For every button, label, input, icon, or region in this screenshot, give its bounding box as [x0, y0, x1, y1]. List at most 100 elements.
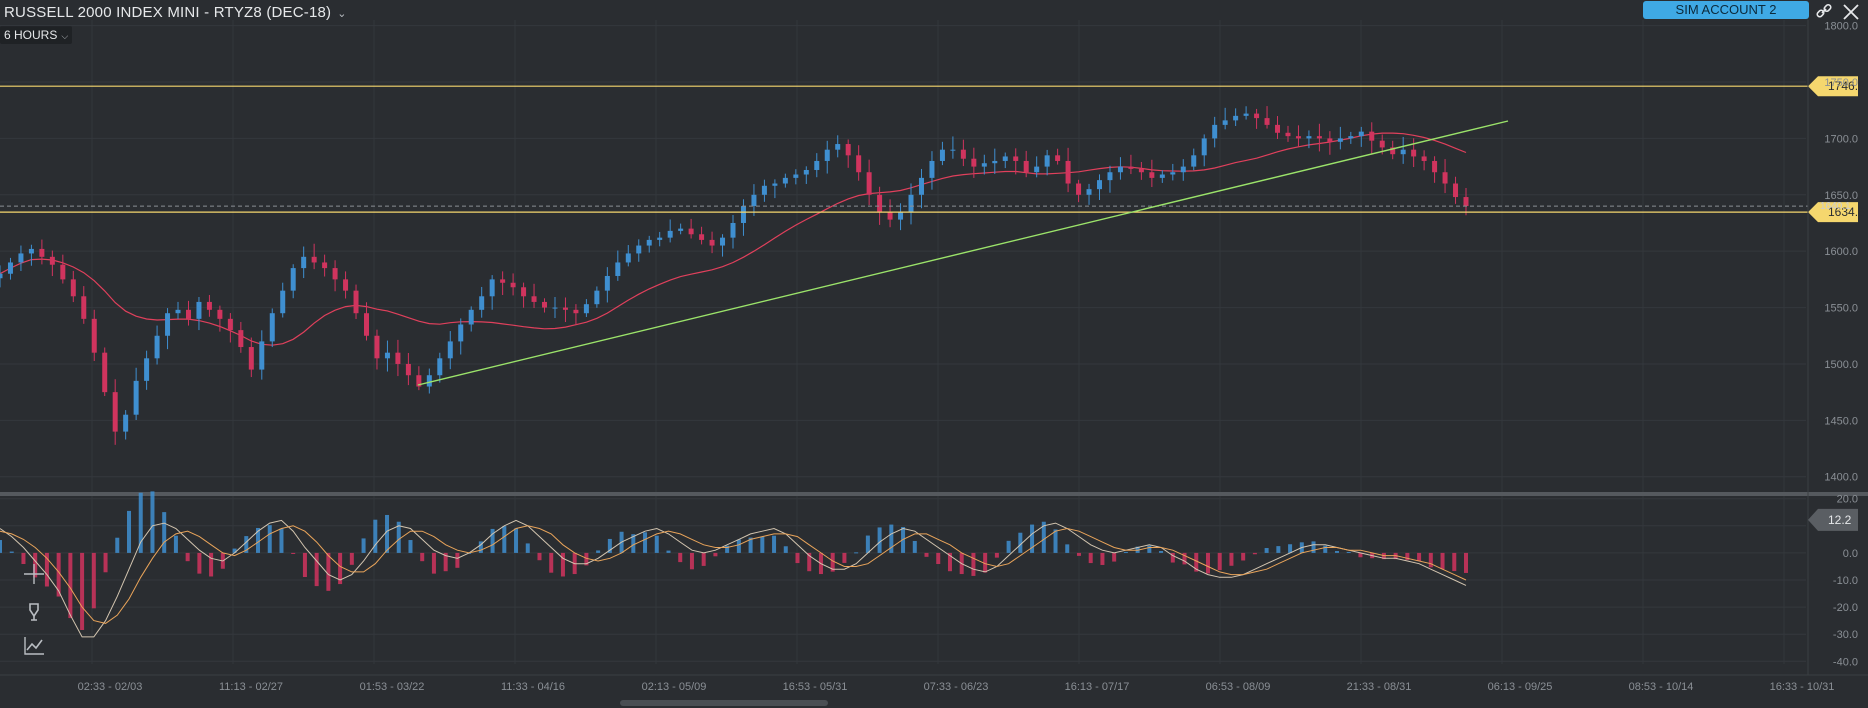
candle-body	[102, 352, 108, 393]
macd-histogram-bar	[1205, 552, 1210, 574]
macd-histogram-bar	[1452, 552, 1457, 572]
candle-body	[447, 341, 453, 359]
candle-body	[939, 149, 945, 161]
macd-histogram-bar	[1194, 552, 1199, 572]
macd-tick-label: -30.0	[1833, 629, 1858, 641]
candle-body	[374, 335, 380, 359]
candle-body	[91, 318, 97, 353]
candle-body	[877, 194, 883, 212]
macd-histogram-bar	[936, 552, 941, 565]
macd-histogram-bar	[1464, 552, 1468, 573]
time-tick-label: 21:33 - 08/31	[1347, 681, 1412, 693]
macd-histogram-bar	[1170, 552, 1175, 563]
time-tick-label: 02:13 - 05/09	[642, 681, 707, 693]
macd-histogram-bar	[807, 552, 812, 572]
candle-body	[1421, 156, 1427, 161]
candle-body	[521, 287, 527, 297]
candle-body	[405, 363, 411, 376]
candle-body	[49, 256, 55, 265]
instrument-selector[interactable]: RUSSELL 2000 INDEX MINI - RTYZ8 (DEC-18)…	[4, 4, 347, 21]
macd-histogram-bar	[537, 552, 542, 561]
macd-histogram-bar	[349, 552, 354, 565]
macd-histogram-bar	[267, 525, 272, 553]
macd-histogram-bar	[232, 548, 237, 553]
macd-histogram-bar	[138, 492, 143, 553]
time-axis: 02:33 - 02/03 11:13 - 02/27 01:53 - 03/22 1…	[0, 674, 1868, 693]
macd-histogram-bar	[1440, 552, 1445, 570]
macd-histogram-bar	[408, 540, 413, 553]
candle-body	[301, 256, 307, 269]
candle-body	[426, 375, 432, 387]
macd-histogram-bar	[1182, 552, 1187, 565]
candle-body	[1327, 138, 1333, 142]
interval-selector[interactable]: 6 HOURS ⌵	[0, 26, 73, 44]
macd-histogram-bar	[1123, 551, 1128, 553]
macd-histogram-bar	[1100, 552, 1105, 565]
macd-histogram-bar	[971, 552, 976, 576]
candle-body	[7, 262, 13, 274]
candle-body	[343, 279, 349, 291]
macd-histogram-bar	[209, 552, 214, 577]
pen-icon[interactable]	[20, 598, 48, 626]
macd-histogram-bar	[103, 552, 108, 573]
macd-histogram-bar	[1053, 529, 1058, 553]
price-tick-label: 1450.0	[1824, 415, 1858, 427]
candle-body	[1076, 183, 1082, 195]
candle-body	[395, 352, 401, 364]
candle-body	[206, 301, 212, 310]
candle-body	[18, 253, 24, 263]
candle-body	[918, 177, 924, 195]
panel-divider	[0, 492, 1868, 496]
macd-histogram-bar	[560, 552, 565, 577]
macd-value-tag	[1808, 508, 1858, 531]
macd-histogram-bar	[127, 510, 132, 553]
account-badge[interactable]: SIM ACCOUNT 2	[1643, 1, 1809, 19]
candle-body	[971, 158, 977, 167]
candle-body	[1149, 172, 1155, 178]
candle-body	[1337, 138, 1343, 142]
candle-body	[1034, 166, 1040, 173]
candle-body	[950, 149, 956, 151]
macd-histogram-bar	[443, 552, 448, 572]
macd-histogram-bar	[220, 552, 225, 569]
candle-body	[1348, 136, 1354, 139]
horizontal-scrollbar[interactable]	[620, 700, 828, 706]
macd-histogram-bar	[607, 538, 612, 553]
macd-histogram-bar	[654, 535, 659, 553]
candle-body	[1369, 131, 1375, 141]
candle-body	[280, 290, 286, 314]
candle-body	[709, 239, 715, 246]
close-icon[interactable]	[1841, 2, 1861, 22]
candle-body	[1097, 180, 1102, 190]
macd-histogram-bar	[431, 552, 436, 574]
candle-body	[133, 380, 139, 415]
candle-body	[185, 309, 191, 319]
macd-histogram-bar	[1217, 552, 1222, 571]
candle-body	[898, 211, 904, 220]
macd-histogram-bar	[420, 552, 425, 562]
macd-histogram-bar	[924, 552, 929, 557]
macd-histogram-bar	[490, 528, 495, 553]
macd-histogram-bar	[994, 552, 999, 558]
macd-histogram-bar	[1334, 551, 1339, 553]
macd-histogram-bar	[68, 552, 73, 619]
macd-histogram-bar	[9, 551, 14, 553]
candle-body	[1138, 168, 1144, 173]
candle-body	[1432, 160, 1438, 173]
indicator-icon[interactable]	[20, 632, 48, 660]
macd-histogram-bar	[0, 540, 2, 553]
candle-body	[981, 163, 987, 167]
macd-histogram-bar	[291, 552, 296, 554]
macd-histogram-bar	[854, 552, 859, 554]
moving-average-line	[0, 132, 1467, 346]
price-axis: 1800.01750.01700.01650.01600.01550.01500…	[1807, 20, 1858, 675]
candle-body	[165, 313, 171, 336]
candle-body	[824, 149, 830, 161]
macd-histogram-bar	[947, 552, 952, 572]
crosshair-icon[interactable]	[20, 560, 48, 588]
macd-histogram-bar	[91, 552, 96, 609]
macd-histogram-bar	[361, 538, 366, 553]
macd-histogram-bar	[713, 552, 718, 557]
link-icon[interactable]	[1815, 2, 1833, 20]
